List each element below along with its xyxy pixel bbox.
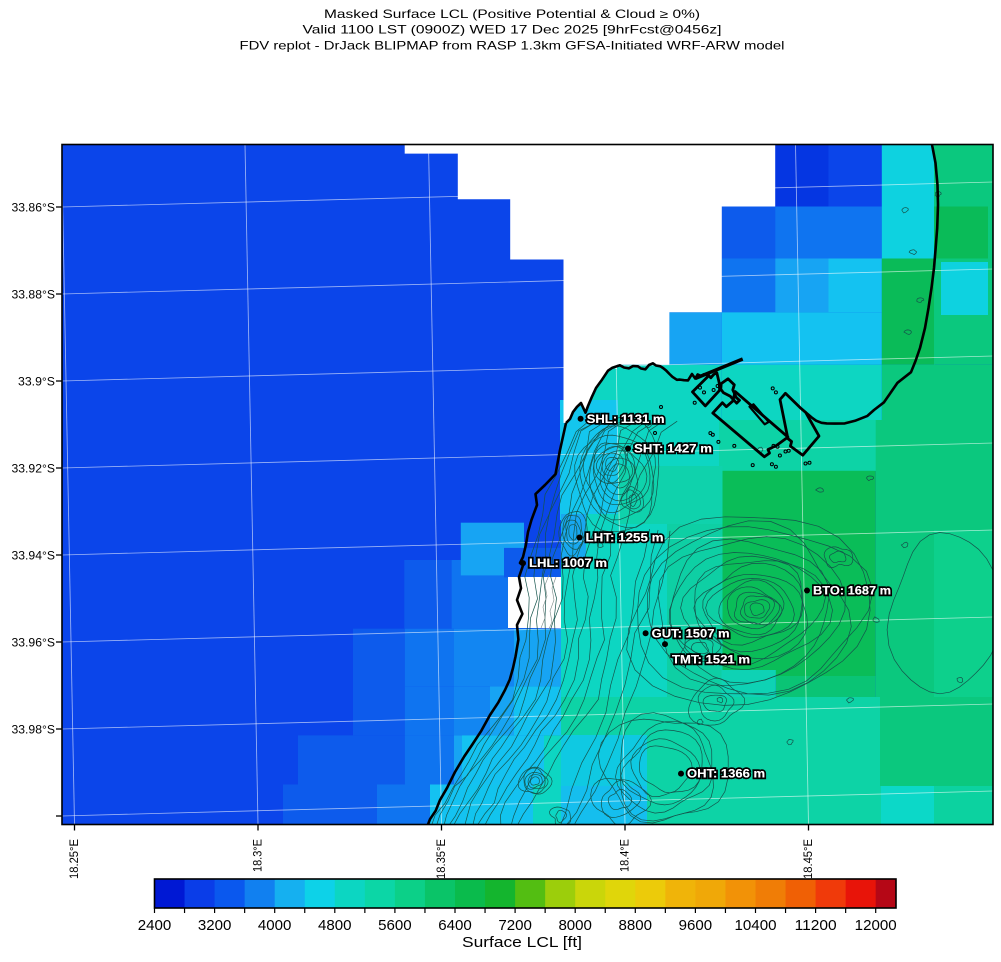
svg-text:33.88°S: 33.88°S [12, 288, 56, 302]
svg-text:Valid 1100 LST (0900Z) WED 17: Valid 1100 LST (0900Z) WED 17 Dec 2025 [… [303, 23, 722, 37]
svg-text:12000: 12000 [855, 917, 897, 934]
svg-text:LHL: 1007 m: LHL: 1007 m [529, 556, 607, 570]
svg-text:11200: 11200 [795, 917, 837, 934]
svg-text:33.94°S: 33.94°S [12, 549, 56, 563]
svg-text:TMT: 1521 m: TMT: 1521 m [672, 653, 750, 667]
svg-text:18.25°E: 18.25°E [67, 839, 81, 879]
svg-text:4800: 4800 [318, 917, 352, 934]
svg-text:18.35°E: 18.35°E [434, 839, 448, 879]
svg-text:4000: 4000 [258, 917, 292, 934]
svg-text:SHT: 1427 m: SHT: 1427 m [634, 442, 712, 456]
svg-text:6400: 6400 [438, 917, 472, 934]
svg-text:33.86°S: 33.86°S [12, 201, 56, 215]
svg-text:3200: 3200 [198, 917, 232, 934]
svg-text:SHL: 1131 m: SHL: 1131 m [587, 412, 665, 426]
svg-text:FDV replot - DrJack BLIPMAP fr: FDV replot - DrJack BLIPMAP from RASP 1.… [240, 38, 785, 52]
svg-text:8800: 8800 [619, 917, 653, 934]
svg-text:SHT: 1427 m: SHT: 1427 m [634, 442, 712, 456]
svg-text:OHT: 1366 m: OHT: 1366 m [687, 767, 765, 781]
svg-text:9600: 9600 [679, 917, 713, 934]
svg-text:GUT: 1507 m: GUT: 1507 m [652, 626, 730, 640]
svg-text:LHT: 1255 m: LHT: 1255 m [586, 531, 664, 545]
svg-text:Masked Surface LCL (Positive P: Masked Surface LCL (Positive Potential &… [324, 7, 700, 21]
svg-text:LHT: 1255 m: LHT: 1255 m [586, 531, 664, 545]
svg-text:2400: 2400 [138, 917, 172, 934]
svg-text:33.98°S: 33.98°S [12, 723, 56, 737]
svg-text:BTO: 1687 m: BTO: 1687 m [813, 584, 891, 598]
svg-text:18.45°E: 18.45°E [801, 839, 815, 879]
svg-text:TMT: 1521 m: TMT: 1521 m [672, 653, 750, 667]
svg-text:18.3°E: 18.3°E [251, 839, 265, 872]
svg-text:BTO: 1687 m: BTO: 1687 m [813, 584, 891, 598]
svg-text:Surface LCL [ft]: Surface LCL [ft] [462, 934, 582, 951]
svg-text:10400: 10400 [735, 917, 777, 934]
svg-text:33.92°S: 33.92°S [12, 462, 56, 476]
svg-text:18.4°E: 18.4°E [618, 839, 632, 872]
svg-text:33.9°S: 33.9°S [18, 375, 55, 389]
svg-text:GUT: 1507 m: GUT: 1507 m [652, 626, 730, 640]
svg-text:SHL: 1131 m: SHL: 1131 m [587, 412, 665, 426]
svg-text:33.96°S: 33.96°S [12, 636, 56, 650]
svg-text:LHL: 1007 m: LHL: 1007 m [529, 556, 607, 570]
svg-text:5600: 5600 [378, 917, 412, 934]
svg-text:OHT: 1366 m: OHT: 1366 m [687, 767, 765, 781]
svg-text:7200: 7200 [498, 917, 532, 934]
svg-text:8000: 8000 [558, 917, 592, 934]
